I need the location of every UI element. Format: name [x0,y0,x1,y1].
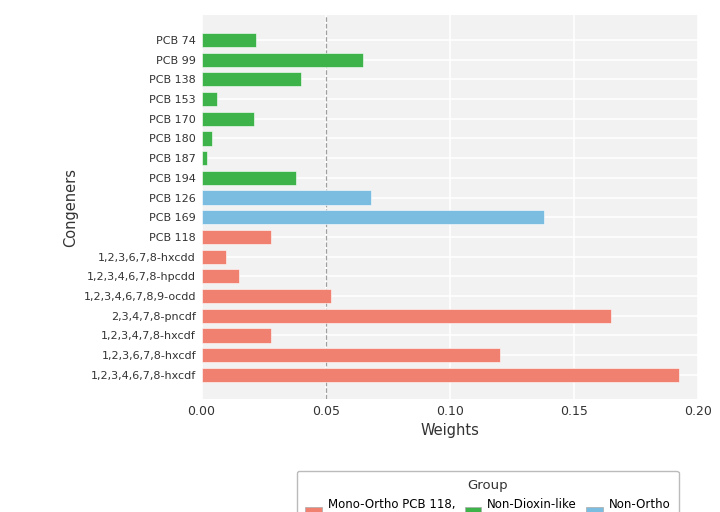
Legend: Mono-Ortho PCB 118,
Furans and Dioxins, Non-Dioxin-like
PCBs, Non-Ortho
PCBs: Mono-Ortho PCB 118, Furans and Dioxins, … [297,471,679,512]
Bar [202,309,611,323]
Bar [202,170,296,185]
Bar [202,348,500,362]
Bar [202,151,207,165]
Bar [202,368,678,382]
Bar [202,72,301,87]
Bar [202,33,256,47]
Bar [202,92,217,106]
Bar [202,131,212,145]
Bar [202,210,544,224]
Bar [202,190,371,205]
Bar [202,328,271,343]
Bar [202,249,227,264]
Bar [202,289,330,303]
Bar [202,269,239,284]
Bar [202,112,253,126]
X-axis label: Weights: Weights [420,423,480,438]
Bar [202,53,363,67]
Y-axis label: Congeners: Congeners [63,168,78,247]
Bar [202,230,271,244]
